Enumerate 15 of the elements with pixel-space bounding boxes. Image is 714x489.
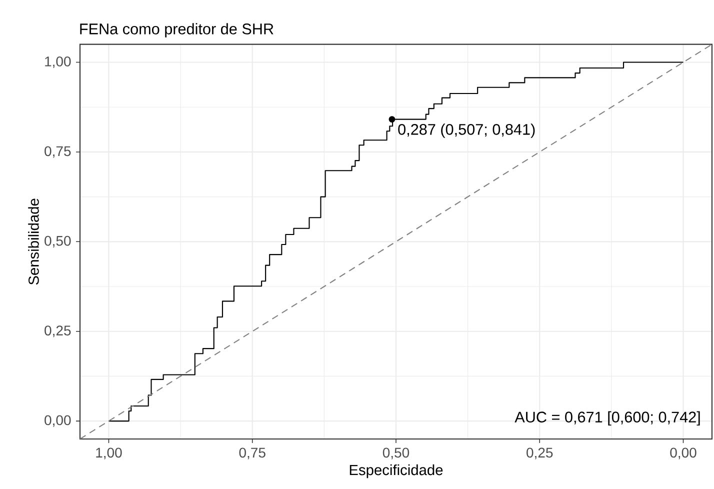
y-tick-label: 0,50 (44, 236, 71, 248)
y-tick-label: 0,00 (44, 415, 71, 427)
chart-title: FENa como preditor de SHR (80, 23, 274, 38)
annotation: 0,287 (0,507; 0,841) (398, 124, 535, 138)
y-tick-label: 1,00 (45, 56, 71, 68)
x-tick-label: 1,00 (96, 448, 122, 460)
x-tick-label: 0,25 (526, 448, 553, 460)
x-tick-label: 0,75 (239, 448, 266, 460)
x-tick-label: 0,00 (670, 448, 696, 460)
x-axis-title: Especificidade (350, 464, 443, 478)
annotation: AUC = 0,671 [0,600; 0,742] (514, 411, 700, 426)
x-tick-label: 0,50 (382, 448, 410, 460)
y-axis-title: Sensibilidade (28, 198, 39, 285)
y-tick-label: 0,25 (44, 326, 71, 338)
y-tick-label: 0,75 (44, 146, 71, 158)
